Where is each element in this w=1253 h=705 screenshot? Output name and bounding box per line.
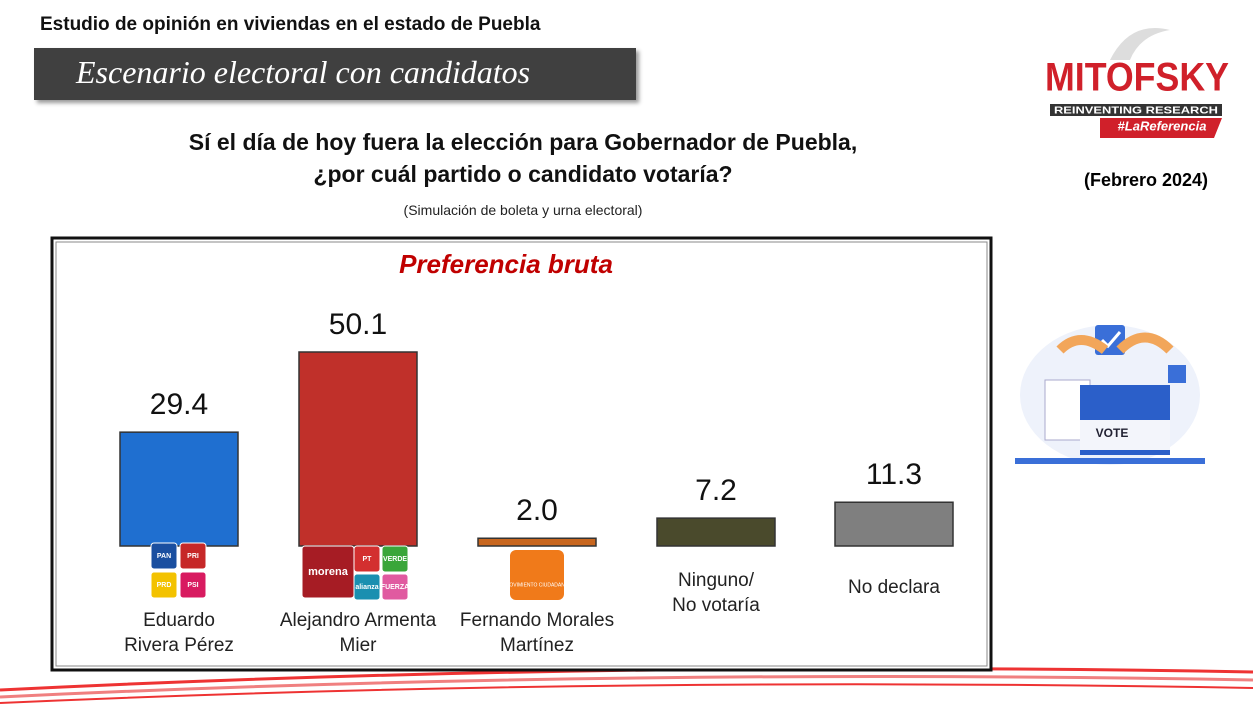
party-logo xyxy=(150,571,178,599)
party-logo xyxy=(353,545,381,573)
question-line: ¿por cuál partido o candidato votaría? xyxy=(313,161,733,187)
party-logo-text: FUERZA xyxy=(381,584,409,591)
category-label: Ninguno/ No votaría xyxy=(672,570,760,616)
party-logo xyxy=(301,545,355,599)
party-logo xyxy=(510,550,564,600)
chart-frame-inner xyxy=(55,241,988,667)
category-label: Eduardo Rivera Pérez xyxy=(124,610,234,656)
party-logo-text: PSI xyxy=(187,582,198,589)
party-logo-text: alianza xyxy=(355,584,378,591)
value-label: 29.4 xyxy=(150,388,208,421)
banner xyxy=(34,48,636,100)
bar xyxy=(477,537,597,547)
party-logo-text: VERDE xyxy=(383,556,407,563)
value-label: 50.1 xyxy=(329,308,387,341)
bar xyxy=(834,501,954,547)
logo-tagline: REINVENTING RESEARCH xyxy=(1054,106,1218,117)
chart-title: Preferencia bruta xyxy=(399,249,613,279)
party-logo-text: morena xyxy=(308,566,349,578)
question-line: Sí el día de hoy fuera la elección para … xyxy=(188,129,858,155)
category-label: No declara xyxy=(848,577,940,598)
logo: MITOFSKY REINVENTING RESEARCH #LaReferen… xyxy=(1045,28,1229,138)
party-logo-text: MOVIMIENTO CIUDADANO xyxy=(505,582,569,588)
party-logo xyxy=(150,542,178,570)
party-logo xyxy=(353,573,381,601)
bottom-stripes xyxy=(0,667,1253,704)
note: (Simulación de boleta y urna electoral) xyxy=(403,202,643,218)
party-logo xyxy=(381,545,409,573)
question: Sí el día de hoy fuera la elección para … xyxy=(100,126,946,190)
party-logo xyxy=(381,573,409,601)
logo-hashtag: #LaReferencia xyxy=(1118,118,1207,133)
illustration-text: VOTE xyxy=(1096,426,1129,440)
bar xyxy=(119,431,239,547)
header: Estudio de opinión en viviendas en el es… xyxy=(40,14,541,35)
value-label: 2.0 xyxy=(516,494,558,527)
party-logo-text: PAN xyxy=(157,553,171,560)
bar xyxy=(298,351,418,547)
banner-text: Escenario electoral con candidatos xyxy=(76,54,531,90)
party-logo-text: PT xyxy=(363,556,373,563)
category-label: Alejandro Armenta Mier xyxy=(279,610,437,656)
party-logo xyxy=(179,571,207,599)
illustration: VOTE xyxy=(1015,325,1205,465)
party-logo-text: PRD xyxy=(157,582,172,589)
logo-name: MITOFSKY xyxy=(1045,56,1229,100)
party-logo xyxy=(179,542,207,570)
category-label: Fernando Morales Martínez xyxy=(459,610,615,656)
value-label: 7.2 xyxy=(695,474,737,507)
date: (Febrero 2024) xyxy=(1083,170,1209,190)
bar xyxy=(656,517,776,547)
party-logo-text: PRI xyxy=(187,553,199,560)
value-label: 11.3 xyxy=(866,458,922,491)
